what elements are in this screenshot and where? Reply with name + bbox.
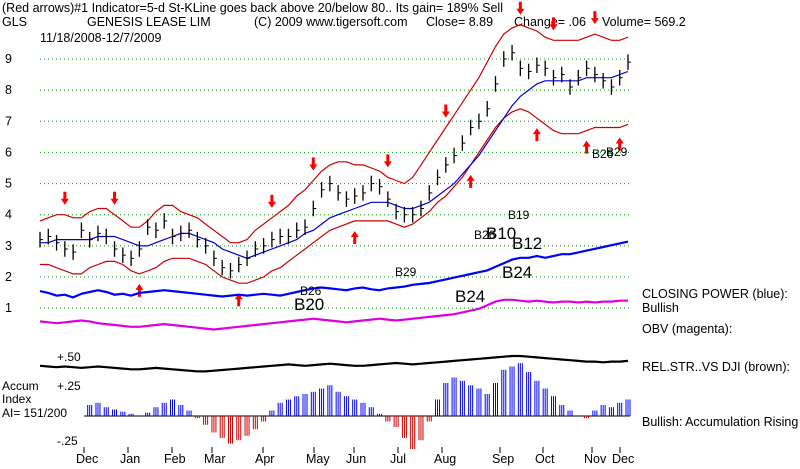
sell-arrow-icon <box>441 104 450 118</box>
price-bars <box>39 44 631 279</box>
month-label: Dec <box>612 452 634 466</box>
obv-label: OBV (magenta): <box>642 322 732 336</box>
month-label: Sep <box>492 452 514 466</box>
lower-band-line <box>40 108 629 284</box>
price-tick-label: 8 <box>5 83 12 97</box>
sell-arrow-icon <box>549 17 558 31</box>
closing-power-line <box>39 240 629 299</box>
ticker-symbol: GLS <box>2 15 27 29</box>
buy-signal-label: B20 <box>294 295 324 314</box>
month-label: Nov <box>584 452 607 466</box>
month-label: Mar <box>204 452 226 466</box>
month-label: May <box>306 452 330 466</box>
buy-arrow-icon <box>615 137 624 151</box>
buy-arrow-icon <box>135 283 144 297</box>
accum-index-label: Index <box>2 392 31 406</box>
month-label: Jan <box>120 452 140 466</box>
buy-signal-label: B26 <box>592 147 614 161</box>
buy-arrow-icon <box>234 293 243 307</box>
buy-signal-label: B26 <box>474 228 496 242</box>
plus-25-label: +.25 <box>57 379 81 393</box>
plus-50-label: +.50 <box>57 350 81 364</box>
price-tick-label: 9 <box>5 52 12 66</box>
sell-arrow-icon <box>309 157 318 171</box>
minus-25-label: -.25 <box>57 434 78 448</box>
obv-line <box>39 298 628 331</box>
buy-signal-label: B29 <box>395 265 417 279</box>
buy-signal-label: B19 <box>508 208 530 222</box>
ai-score: AI= 151/200 <box>2 406 67 420</box>
close-value: Close= 8.89 <box>426 15 493 29</box>
relstr-line <box>39 354 629 373</box>
moving-average-line <box>40 70 629 259</box>
price-bands <box>39 24 629 284</box>
header-line1: (Red arrows)#1 Indicator=5-d St-KLine go… <box>2 1 503 15</box>
sell-arrow-icon <box>590 11 599 25</box>
sell-arrow-icon <box>383 154 392 168</box>
accum-label: Accum <box>2 379 39 393</box>
indicator-lines <box>39 240 629 373</box>
buy-arrow-icon <box>582 140 591 154</box>
buy-signal-label: B26 <box>300 284 322 298</box>
closing-power-label: CLOSING POWER (blue): <box>642 287 788 301</box>
price-tick-label: 5 <box>5 177 12 191</box>
price-tick-label: 3 <box>5 239 12 253</box>
month-label: Jul <box>390 452 406 466</box>
buy-arrow-icon <box>350 230 359 244</box>
month-label: Oct <box>535 452 555 466</box>
sell-arrow-icon <box>516 1 525 15</box>
buy-signal-label: B10 <box>486 224 516 243</box>
month-label: Aug <box>434 452 456 466</box>
month-label: Apr <box>255 452 274 466</box>
company-name: GENESIS LEASE LIM <box>87 15 211 29</box>
month-label: Dec <box>76 452 98 466</box>
buy-signal-label: B24 <box>455 287 485 306</box>
sell-arrow-icon <box>267 194 276 208</box>
sell-arrow-icon <box>110 191 119 205</box>
price-tick-label: 7 <box>5 114 12 128</box>
buy-signal-label: B12 <box>512 234 542 253</box>
relstr-label: REL.STR..VS DJI (brown): <box>642 360 790 374</box>
buy-signal-label: B29 <box>606 145 628 159</box>
month-axis: Dec Jan Feb Mar Apr May Jun Jul Aug Sep Oct Nov Dec <box>76 447 634 466</box>
date-range: 11/18/2008-12/7/2009 <box>40 31 161 45</box>
price-tick-label: 2 <box>5 270 12 284</box>
buy-arrow-icon <box>532 128 541 142</box>
price-gridlines <box>40 58 630 309</box>
upper-band-line <box>39 24 629 244</box>
price-tick-label: 1 <box>5 301 12 315</box>
price-tick-label: 4 <box>5 208 12 222</box>
change-value: Change= .06 <box>514 15 586 29</box>
accum-note: Bullish: Accumulation Rising <box>642 415 798 429</box>
signal-arrows <box>60 1 624 307</box>
month-label: Jun <box>346 452 366 466</box>
month-label: Feb <box>164 452 186 466</box>
closing-power-note: Bullish <box>642 301 679 315</box>
buy-signal-label: B24 <box>502 263 532 282</box>
copyright: (C) 2009 www.tigersoft.com <box>254 15 408 29</box>
sell-arrow-icon <box>60 191 69 205</box>
price-tick-label: 6 <box>5 145 12 159</box>
buy-arrow-icon <box>466 174 475 188</box>
price-axis-ticks: 9 8 7 6 5 4 3 2 1 <box>5 52 12 315</box>
volume-value: Volume= 569.2 <box>602 15 686 29</box>
accumulation-histogram <box>84 363 631 449</box>
